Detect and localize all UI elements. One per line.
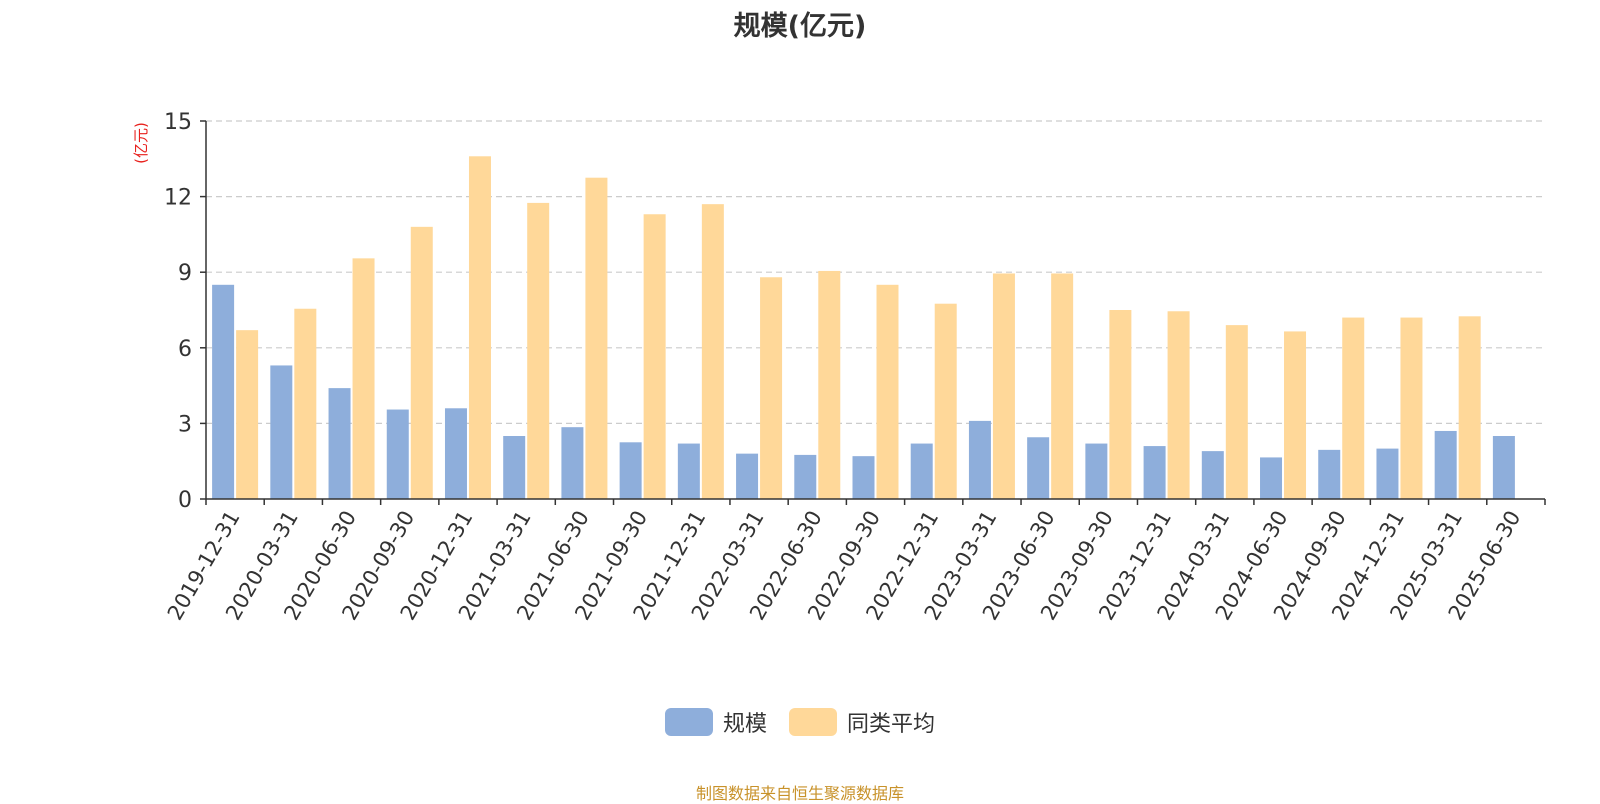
bar-scale[interactable] xyxy=(677,443,700,499)
bar-peer-average[interactable] xyxy=(1109,310,1132,499)
bar-scale[interactable] xyxy=(794,454,817,499)
bar-scale[interactable] xyxy=(910,443,933,499)
bar-peer-average[interactable] xyxy=(1342,317,1365,499)
bar-scale[interactable] xyxy=(561,427,584,499)
bar-peer-average[interactable] xyxy=(1225,325,1248,499)
bar-scale[interactable] xyxy=(1085,443,1108,499)
bar-peer-average[interactable] xyxy=(992,273,1015,499)
bar-scale[interactable] xyxy=(619,442,642,499)
legend-swatch-scale xyxy=(664,708,713,736)
bar-scale[interactable] xyxy=(503,436,526,499)
legend: 规模 同类平均 xyxy=(0,706,1600,738)
y-tick-label: 0 xyxy=(178,488,192,513)
bar-peer-average[interactable] xyxy=(410,226,433,499)
legend-swatch-peer-average xyxy=(789,708,837,736)
y-tick-label: 3 xyxy=(178,412,192,437)
bar-peer-average[interactable] xyxy=(876,284,899,499)
bar-peer-average[interactable] xyxy=(527,202,550,499)
legend-item-scale[interactable]: 规模 xyxy=(664,706,767,738)
bar-scale[interactable] xyxy=(1201,451,1224,499)
bar-scale[interactable] xyxy=(386,409,409,499)
y-axis-label: (亿元) xyxy=(132,122,150,164)
chart-title: 规模(亿元) xyxy=(733,11,867,42)
bar-scale[interactable] xyxy=(1376,448,1399,499)
bar-scale[interactable] xyxy=(1492,436,1515,499)
bar-scale[interactable] xyxy=(444,408,467,499)
legend-item-peer-average[interactable]: 同类平均 xyxy=(789,706,935,738)
bar-peer-average[interactable] xyxy=(701,204,724,499)
bar-peer-average[interactable] xyxy=(236,330,259,499)
bar-peer-average[interactable] xyxy=(934,303,957,499)
bar-scale[interactable] xyxy=(1260,457,1283,499)
bar-peer-average[interactable] xyxy=(1458,316,1481,499)
y-tick-label: 6 xyxy=(178,337,192,362)
y-tick-label: 15 xyxy=(164,110,192,135)
bar-scale[interactable] xyxy=(1027,437,1050,499)
bar-peer-average[interactable] xyxy=(643,214,666,500)
bar-peer-average[interactable] xyxy=(468,156,491,499)
bar-peer-average[interactable] xyxy=(1051,273,1074,499)
bar-scale[interactable] xyxy=(328,388,351,499)
bar-peer-average[interactable] xyxy=(585,177,608,499)
y-tick-label: 9 xyxy=(178,261,192,286)
bar-peer-average[interactable] xyxy=(760,277,783,499)
bar-scale[interactable] xyxy=(1318,449,1341,499)
legend-label-peer-average: 同类平均 xyxy=(847,712,936,737)
bar-scale[interactable] xyxy=(968,420,991,499)
bar-scale[interactable] xyxy=(1434,430,1457,499)
bar-peer-average[interactable] xyxy=(1400,317,1423,499)
legend-label-scale: 规模 xyxy=(722,712,767,737)
bar-scale[interactable] xyxy=(852,456,875,499)
bar-scale[interactable] xyxy=(1143,446,1166,499)
bar-peer-average[interactable] xyxy=(1284,331,1307,499)
bars xyxy=(212,156,1515,500)
bar-peer-average[interactable] xyxy=(352,258,375,499)
bar-scale[interactable] xyxy=(270,365,293,499)
source-note: 制图数据来自恒生聚源数据库 xyxy=(695,784,904,803)
bar-scale[interactable] xyxy=(212,284,235,499)
bar-peer-average[interactable] xyxy=(294,308,317,499)
bar-peer-average[interactable] xyxy=(818,270,841,499)
bar-scale[interactable] xyxy=(736,453,759,499)
y-tick-label: 12 xyxy=(164,186,192,211)
bar-peer-average[interactable] xyxy=(1167,311,1190,499)
